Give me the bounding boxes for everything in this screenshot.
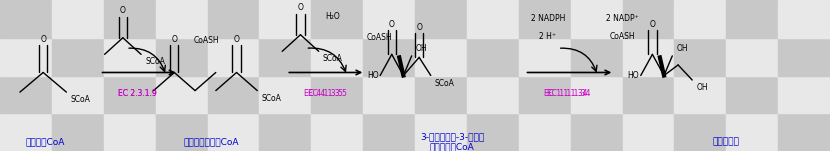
Text: OH: OH — [676, 44, 688, 53]
Bar — [519, 0, 571, 38]
Bar — [675, 38, 726, 76]
Text: EC 2.3.1.9: EC 2.3.1.9 — [118, 89, 156, 98]
Text: CoASH: CoASH — [193, 36, 219, 45]
Bar — [0, 113, 51, 151]
Text: O: O — [297, 3, 304, 12]
Text: CoASH: CoASH — [610, 32, 635, 41]
Text: SCoA: SCoA — [323, 54, 343, 63]
Text: EC 2.3.1.9: EC 2.3.1.9 — [118, 89, 156, 98]
Bar — [726, 113, 779, 151]
Bar — [415, 76, 466, 113]
Bar — [51, 0, 104, 38]
Text: HO: HO — [367, 71, 378, 80]
Bar — [260, 0, 311, 38]
Bar — [622, 0, 675, 38]
Bar — [519, 76, 571, 113]
Bar — [415, 0, 466, 38]
Bar — [260, 76, 311, 113]
Text: EC 1.1.1.34: EC 1.1.1.34 — [544, 89, 588, 98]
Bar — [260, 113, 311, 151]
Bar — [156, 113, 208, 151]
Bar — [51, 76, 104, 113]
Bar — [208, 0, 260, 38]
Text: EC 4.1.3.5: EC 4.1.3.5 — [309, 89, 347, 98]
Bar — [311, 38, 364, 76]
Bar — [156, 0, 208, 38]
Text: メバロン酸: メバロン酸 — [713, 137, 740, 146]
Bar — [311, 76, 364, 113]
Text: SCoA: SCoA — [71, 95, 90, 104]
Bar — [208, 76, 260, 113]
Text: アセチルCoA: アセチルCoA — [26, 137, 66, 146]
Bar — [466, 113, 519, 151]
Bar — [260, 38, 311, 76]
Bar — [726, 0, 779, 38]
Bar — [364, 113, 415, 151]
Text: O: O — [416, 23, 422, 32]
Bar — [156, 76, 208, 113]
Text: OH: OH — [696, 83, 708, 92]
Bar — [0, 38, 51, 76]
Bar — [675, 0, 726, 38]
Bar — [0, 76, 51, 113]
Bar — [466, 0, 519, 38]
Bar — [364, 38, 415, 76]
Text: OH: OH — [416, 44, 427, 53]
Text: CoASH: CoASH — [367, 33, 393, 42]
Bar — [311, 113, 364, 151]
Bar — [104, 76, 156, 113]
Bar — [675, 76, 726, 113]
Text: SCoA: SCoA — [261, 94, 281, 103]
Text: O: O — [649, 20, 656, 29]
Bar — [571, 113, 622, 151]
Bar — [156, 38, 208, 76]
Bar — [571, 76, 622, 113]
Text: O: O — [171, 35, 178, 44]
Bar — [622, 38, 675, 76]
Bar — [779, 113, 830, 151]
Bar — [519, 113, 571, 151]
Bar — [466, 76, 519, 113]
Text: O: O — [388, 20, 395, 29]
Text: EC 1.1.1.34: EC 1.1.1.34 — [547, 89, 590, 98]
Bar — [571, 0, 622, 38]
Text: アセトアセチルCoA: アセトアセチルCoA — [184, 137, 239, 146]
Text: H₂O: H₂O — [325, 12, 340, 21]
Text: SCoA: SCoA — [435, 79, 455, 88]
Bar — [675, 113, 726, 151]
Bar — [104, 0, 156, 38]
Bar — [622, 76, 675, 113]
Text: HO: HO — [627, 71, 639, 80]
Bar — [779, 38, 830, 76]
Bar — [311, 0, 364, 38]
Text: SCoA: SCoA — [145, 57, 165, 66]
Bar — [415, 113, 466, 151]
Text: EC 4.1.3.5: EC 4.1.3.5 — [305, 89, 343, 98]
Bar — [0, 0, 51, 38]
Bar — [208, 38, 260, 76]
Text: 2 NADP⁺: 2 NADP⁺ — [606, 14, 639, 23]
Bar — [571, 38, 622, 76]
Bar — [779, 0, 830, 38]
Bar — [364, 0, 415, 38]
Text: O: O — [120, 6, 126, 15]
Bar — [466, 38, 519, 76]
Text: 2 H⁺: 2 H⁺ — [540, 32, 556, 41]
Text: O: O — [233, 35, 240, 44]
Text: O: O — [40, 35, 46, 44]
Text: 2 NADPH: 2 NADPH — [530, 14, 565, 23]
Bar — [51, 38, 104, 76]
Bar — [364, 76, 415, 113]
Text: 3-ヒドロキシ-3-メチル
グルタリルCoA: 3-ヒドロキシ-3-メチル グルタリルCoA — [420, 132, 485, 151]
Bar — [726, 76, 779, 113]
Bar — [208, 113, 260, 151]
Bar — [726, 38, 779, 76]
Bar — [104, 38, 156, 76]
Bar — [104, 113, 156, 151]
Bar — [415, 38, 466, 76]
Bar — [622, 113, 675, 151]
Bar — [51, 113, 104, 151]
Bar — [519, 38, 571, 76]
Bar — [779, 76, 830, 113]
